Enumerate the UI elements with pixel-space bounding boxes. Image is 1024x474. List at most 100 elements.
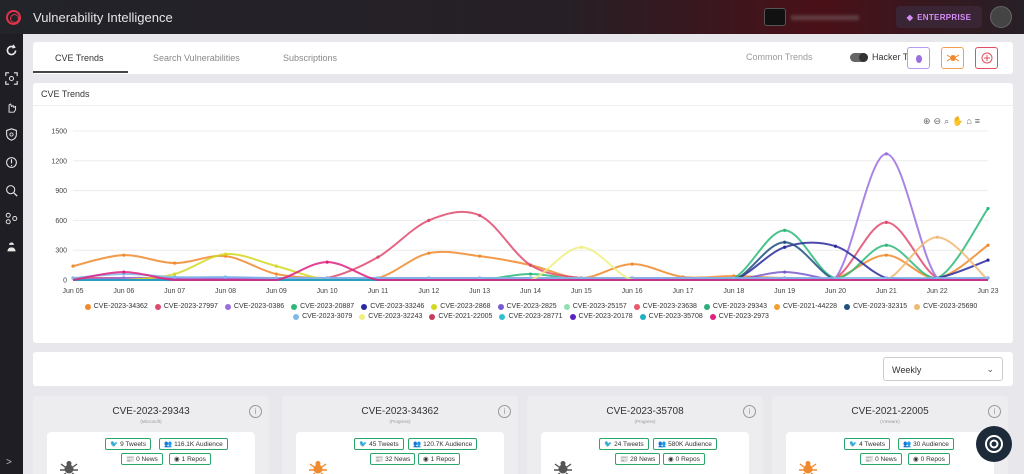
common-trends-label[interactable]: Common Trends	[746, 52, 813, 62]
home-icon[interactable]: ⌂	[966, 116, 972, 126]
data-point[interactable]	[630, 262, 634, 266]
support-button[interactable]	[976, 426, 1012, 462]
legend-item[interactable]: CVE-2023-25690	[914, 303, 977, 310]
refresh-icon[interactable]	[5, 44, 18, 57]
data-point[interactable]	[986, 243, 990, 247]
data-point[interactable]	[783, 276, 787, 280]
menu-icon[interactable]: ≡	[974, 116, 981, 126]
enterprise-badge[interactable]: ◆ ENTERPRISE	[896, 6, 982, 28]
cve-card[interactable]: CVE-2023-34362 (Progress) i 🐦 45 Tweets 👥 120.…	[282, 396, 518, 474]
data-point[interactable]	[122, 270, 126, 274]
data-point[interactable]	[122, 253, 126, 257]
tweets-count[interactable]: 🐦 9 Tweets	[105, 438, 151, 450]
info-icon[interactable]: i	[743, 405, 756, 418]
legend-item[interactable]: CVE-2023-3079	[293, 313, 352, 320]
legend-item[interactable]: CVE-2021-22005	[429, 313, 492, 320]
data-point[interactable]	[528, 272, 533, 276]
data-point[interactable]	[528, 263, 533, 267]
data-point[interactable]	[833, 244, 838, 248]
hacker-trends-label[interactable]: Hacker Trends	[872, 52, 931, 62]
data-point[interactable]	[681, 276, 685, 280]
news-count[interactable]: 📰 0 News	[121, 453, 163, 465]
data-point[interactable]	[71, 276, 75, 280]
legend-item[interactable]: CVE-2023-2825	[497, 303, 557, 310]
audience-count[interactable]: 👥 30 Audience	[898, 438, 954, 450]
trend-toggle[interactable]	[850, 53, 868, 62]
tab-search-vulnerabilities[interactable]: Search Vulnerabilities	[153, 53, 240, 63]
data-point[interactable]	[274, 264, 278, 268]
legend-item[interactable]: CVE-2023-2973	[709, 313, 769, 320]
legend-item[interactable]: CVE-2023-35708	[639, 313, 703, 320]
user-account[interactable]: xxxxxxxxxxxxxxxxx	[764, 8, 859, 26]
data-point[interactable]	[173, 261, 177, 265]
data-point[interactable]	[986, 206, 990, 211]
data-point[interactable]	[325, 260, 329, 264]
data-point[interactable]	[783, 270, 787, 274]
legend-item[interactable]: CVE-2023-25157	[563, 303, 627, 310]
news-count[interactable]: 📰 0 News	[860, 453, 902, 465]
zoom-out-icon[interactable]: ⊖	[933, 116, 942, 126]
data-point[interactable]	[376, 255, 380, 259]
legend-item[interactable]: CVE-2021-44228	[773, 303, 837, 310]
legend-item[interactable]: CVE-2023-32243	[359, 313, 422, 320]
tweets-count[interactable]: 🐦 24 Tweets	[599, 438, 649, 450]
period-select[interactable]: Weekly ⌄	[883, 357, 1003, 381]
info-icon[interactable]: i	[249, 405, 262, 418]
data-point[interactable]	[274, 276, 278, 280]
legend-item[interactable]: CVE-2023-33246	[361, 303, 424, 310]
legend-item[interactable]: CVE-2023-32315	[844, 303, 907, 310]
data-point[interactable]	[579, 245, 583, 249]
data-point[interactable]	[732, 276, 736, 280]
cve-card[interactable]: CVE-2021-22005 (Vmware) i 🐦 4 Tweets 👥 30 Audi…	[772, 396, 1008, 474]
news-count[interactable]: 📰 32 News	[370, 453, 416, 465]
bug-filter-button[interactable]	[907, 47, 930, 69]
series-line-cve-2023-27997[interactable]	[73, 210, 989, 280]
tweets-count[interactable]: 🐦 4 Tweets	[844, 438, 890, 450]
data-point[interactable]	[223, 252, 228, 256]
alert-icon[interactable]	[5, 156, 18, 169]
data-point[interactable]	[833, 276, 838, 280]
data-point[interactable]	[935, 276, 939, 280]
avatar[interactable]	[990, 6, 1012, 28]
repos-count[interactable]: ◉ 0 Repos	[908, 453, 950, 465]
data-point[interactable]	[427, 276, 431, 280]
data-point[interactable]	[173, 272, 177, 276]
scan-icon[interactable]	[5, 72, 18, 85]
news-count[interactable]: 📰 28 News	[615, 453, 661, 465]
data-point[interactable]	[478, 276, 482, 280]
data-point[interactable]	[274, 272, 278, 276]
zoom-in-icon[interactable]: ⊕	[923, 116, 931, 126]
tab-cve-trends[interactable]: CVE Trends	[55, 53, 104, 63]
legend-item[interactable]: CVE-2023-29343	[703, 303, 767, 310]
data-point[interactable]	[884, 220, 888, 224]
audience-count[interactable]: 👥 120.7K Audience	[408, 438, 478, 450]
hacker-icon[interactable]	[5, 240, 18, 253]
data-point[interactable]	[427, 251, 431, 255]
tweets-count[interactable]: 🐦 45 Tweets	[354, 438, 404, 450]
cve-card[interactable]: CVE-2023-35708 (Progress) i 🐦 24 Tweets 👥 580K…	[527, 396, 763, 474]
add-button[interactable]	[975, 47, 998, 69]
repos-count[interactable]: ◉ 1 Repos	[169, 453, 211, 465]
data-point[interactable]	[935, 235, 939, 239]
tab-subscriptions[interactable]: Subscriptions	[283, 53, 338, 63]
data-point[interactable]	[884, 276, 888, 280]
data-point[interactable]	[478, 213, 482, 218]
search-zoom-icon[interactable]: ⌕	[944, 116, 950, 126]
data-point[interactable]	[223, 275, 228, 279]
data-point[interactable]	[478, 254, 482, 258]
data-point[interactable]	[884, 152, 888, 156]
audience-count[interactable]: 👥 116.1K Audience	[159, 438, 228, 450]
data-point[interactable]	[71, 264, 75, 268]
spider-filter-button[interactable]	[941, 47, 964, 69]
network-icon[interactable]	[5, 212, 18, 225]
legend-item[interactable]: CVE-2023-0386	[224, 303, 284, 310]
legend-item[interactable]: CVE-2023-34362	[84, 303, 148, 310]
info-icon[interactable]: i	[988, 405, 1001, 418]
data-point[interactable]	[173, 275, 177, 279]
audience-count[interactable]: 👥 580K Audience	[653, 438, 717, 450]
shield-icon[interactable]	[5, 128, 18, 141]
legend-item[interactable]: CVE-2023-20887	[291, 303, 354, 310]
ring-logo-icon[interactable]	[6, 9, 21, 25]
data-point[interactable]	[783, 228, 787, 232]
data-point[interactable]	[884, 253, 888, 257]
